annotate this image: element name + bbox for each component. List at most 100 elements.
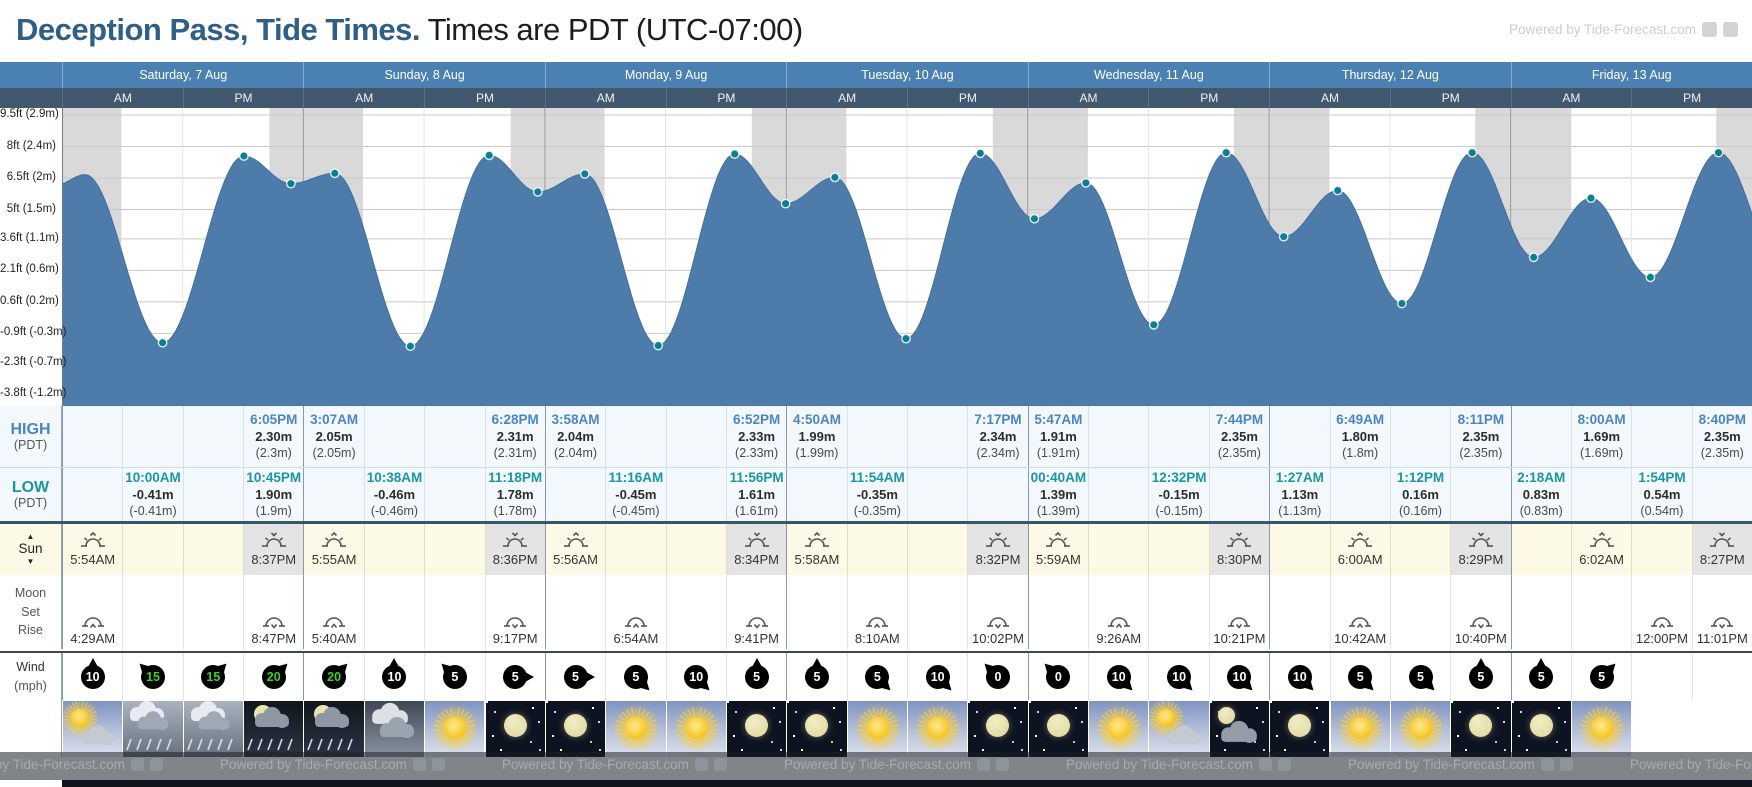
- sunset-icon: [744, 532, 769, 547]
- ampm-header-row: AM PM AM PM AM PM AM PM AM PM AM PM AM PM: [0, 88, 1752, 108]
- ampm-cell-am: AM: [1510, 88, 1632, 108]
- moon-time: 10:42AM: [1334, 631, 1387, 646]
- wind-cell: 5: [544, 653, 605, 700]
- moonrise-icon: [1107, 617, 1130, 629]
- tide-time: 8:40PM: [1698, 412, 1746, 428]
- tide-time: 11:18PM: [488, 470, 543, 486]
- y-axis: 9.5ft (2.9m) 8ft (2.4m) 6.5ft (2m) 5ft (1.5…: [0, 108, 66, 406]
- brand-icon[interactable]: [1702, 22, 1717, 37]
- weather-clear-night-icon: [1451, 700, 1511, 757]
- ampm-cell-pm: PM: [182, 88, 304, 108]
- tide-height-paren: (2.33m): [735, 445, 779, 460]
- low-tide-cell: [1570, 468, 1631, 521]
- moon-cell: 8:10AM: [846, 575, 907, 649]
- tide-point: [653, 340, 664, 351]
- watermark: Powered by Tide-Forecast.com: [1066, 757, 1291, 772]
- high-tide-cell: 3:07AM 2.05m (2.05m): [303, 406, 363, 467]
- wind-speed: 5: [1468, 664, 1493, 689]
- tide-height: 2.30m: [255, 429, 293, 445]
- tide-point: [1645, 272, 1656, 283]
- wind-cell: 20: [243, 653, 303, 700]
- tide-height: -0.45m: [615, 487, 657, 503]
- wind-row: Wind (mph) 10 15 15 20 20 10 5: [0, 651, 1752, 700]
- tide-time: 8:11PM: [1457, 412, 1505, 428]
- sun-cell: [1631, 524, 1692, 575]
- low-tide-cell: 1:12PM 0.16m (0.16m): [1389, 468, 1450, 521]
- moonset-icon: [987, 617, 1010, 629]
- wind-cell: 0: [967, 653, 1027, 700]
- wind-speed: 20: [322, 664, 347, 689]
- tide-point: [1221, 147, 1232, 158]
- sunset-icon: [986, 532, 1011, 547]
- low-tide-cell: [1450, 468, 1510, 521]
- wind-speed: 10: [1106, 664, 1131, 689]
- weather-rain-night-icon: [244, 700, 304, 757]
- moon-time: 11:01PM: [1696, 631, 1748, 646]
- high-tide-cell: [1510, 406, 1571, 467]
- watermark: Powered by Tide-Forecast.com: [502, 757, 727, 772]
- powered-by-top-text[interactable]: Powered by Tide-Forecast.com: [1509, 22, 1696, 37]
- tide-time: 6:05PM: [250, 412, 298, 428]
- weather-cell: [605, 700, 666, 757]
- wind-chip: 10: [921, 660, 955, 694]
- moonrise-icon: [81, 617, 104, 629]
- moon-cell: [544, 575, 605, 649]
- tide-time: 2:18AM: [1517, 470, 1566, 486]
- tide-height-paren: (-0.15m): [1155, 503, 1203, 518]
- moon-time: 10:02PM: [971, 631, 1025, 646]
- weather-cell: [1329, 700, 1390, 757]
- moon-time: 9:41PM: [734, 631, 779, 646]
- weather-sunny-icon: [908, 700, 968, 757]
- tide-curve: [62, 152, 1752, 406]
- tide-time: 1:12PM: [1396, 470, 1445, 486]
- weather-cell: [243, 700, 304, 757]
- watermark: Powered by Tide-Forecast.com: [1348, 757, 1573, 772]
- weather-rain-icon: [183, 700, 244, 757]
- day-header-cell: Saturday, 7 Aug: [62, 62, 303, 88]
- watermark: Powered by Tide-Forecast.com: [220, 757, 445, 772]
- tide-point: [329, 168, 340, 179]
- weather-cell: [182, 700, 244, 757]
- tide-point: [1081, 178, 1091, 188]
- tide-point: [1397, 298, 1407, 309]
- moon-cell: 10:21PM: [1208, 575, 1269, 649]
- moon-time: 10:21PM: [1213, 631, 1266, 646]
- tide-point: [1148, 319, 1159, 330]
- tide-height: -0.46m: [373, 487, 416, 503]
- low-tide-cell: 2:18AM 0.83m (0.83m): [1510, 468, 1571, 521]
- tide-height-paren: (-0.35m): [853, 503, 901, 518]
- moon-cell: [1510, 575, 1571, 649]
- weather-cell: [363, 700, 425, 757]
- sun-cell: 8:32PM: [967, 524, 1028, 575]
- tide-point: [1586, 193, 1596, 204]
- day-header-cell: Thursday, 12 Aug: [1269, 62, 1510, 88]
- tide-time: 1:27AM: [1275, 470, 1324, 486]
- sun-cell: 5:54AM: [62, 524, 123, 575]
- brand-icon[interactable]: [1723, 22, 1738, 37]
- sun-cell: [846, 524, 907, 575]
- weather-sunny-icon: [666, 700, 726, 757]
- tide-point: [532, 187, 543, 197]
- weather-row: [0, 700, 1752, 757]
- watermark-text: Powered by Tide-Forecast.com: [1066, 757, 1253, 772]
- tide-height: 1.80m: [1341, 429, 1379, 445]
- high-tide-row: HIGH (PDT) 6:05PM 2.30m (2.3m) 3:07AM 2.05m(…: [0, 406, 1752, 467]
- sun-cell: [424, 524, 485, 575]
- moonrise-icon: [1349, 617, 1372, 629]
- wind-cell: 5: [1329, 653, 1390, 700]
- sun-cell: 5:58AM: [786, 524, 847, 575]
- low-tide-cell: 10:45PM 1.90m (1.9m): [243, 468, 303, 521]
- weather-sunny-icon: [1571, 700, 1632, 757]
- moon-cell: [1027, 575, 1088, 649]
- wind-chip: 5: [800, 657, 834, 694]
- brand-icon: [1277, 758, 1291, 771]
- powered-by-top[interactable]: Powered by Tide-Forecast.com: [1509, 22, 1738, 37]
- sun-cell: [907, 524, 968, 575]
- moon-cell: 9:26AM: [1088, 575, 1148, 649]
- high-tide-cell: 4:50AM 1.99m (1.99m): [786, 406, 846, 467]
- sunrise-icon: [1348, 532, 1373, 547]
- moon-cell: 5:40AM: [303, 575, 363, 649]
- moon-cell: 9:17PM: [484, 575, 545, 649]
- sun-collapse-down-icon[interactable]: ▼: [26, 556, 35, 566]
- sun-collapse-up-icon[interactable]: ▲: [26, 532, 35, 542]
